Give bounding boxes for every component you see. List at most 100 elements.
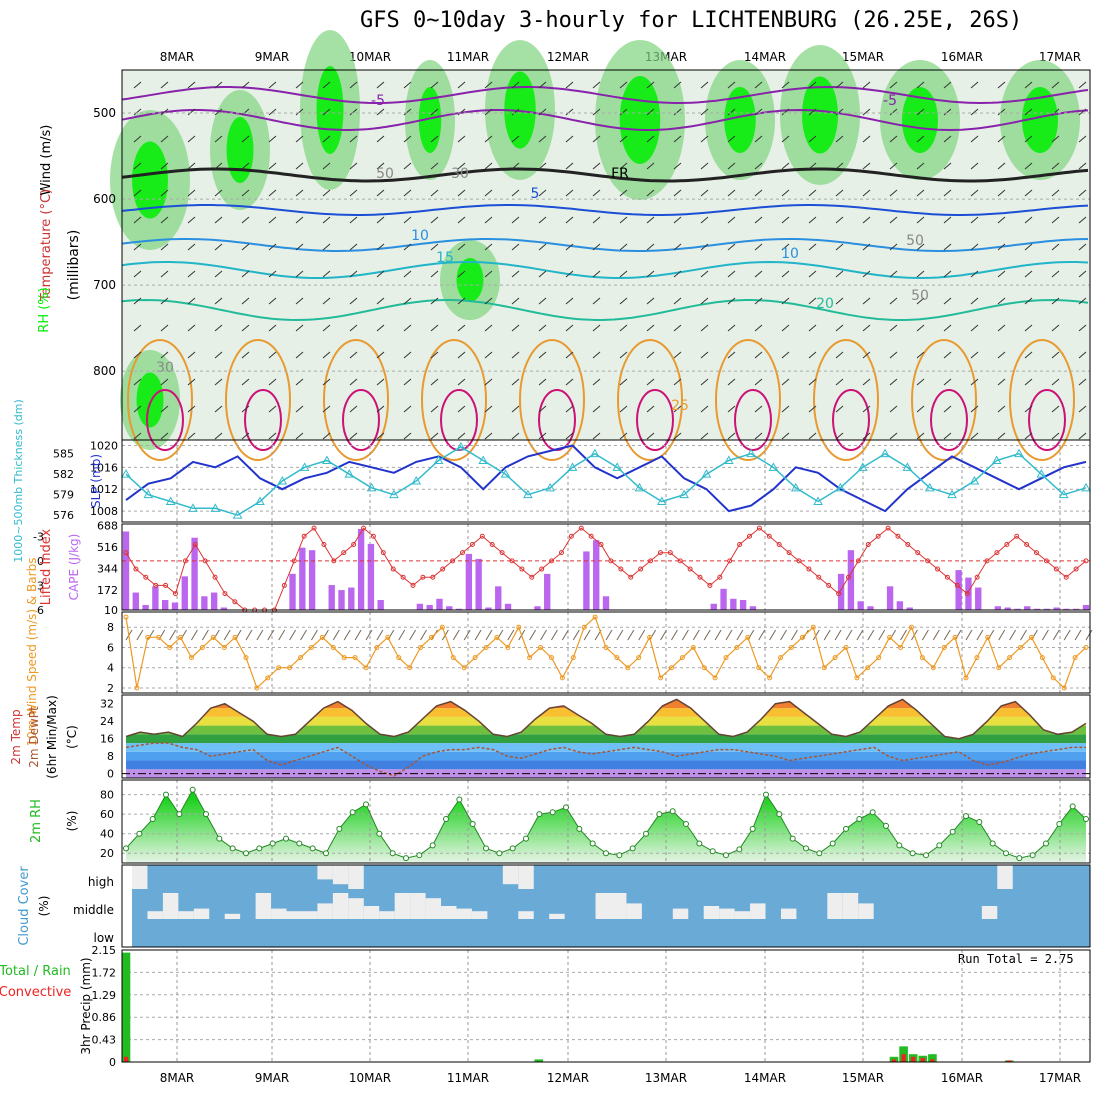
rh-point [216,835,223,842]
wind-barb [322,108,331,116]
contour-label-5: 10 [411,228,429,244]
thickness-point [790,482,801,492]
rh-point [136,830,143,837]
wind-barb [889,351,898,359]
wind-barb [241,162,250,170]
wind-barb [754,297,763,305]
wind-barb [781,189,790,197]
wind-barb [187,351,196,359]
wind-barb [484,270,493,278]
wind-barb [835,216,844,224]
wind-barb [511,81,520,89]
rh-point [923,852,929,859]
wind-barb [322,189,331,197]
rh-point [203,811,209,818]
wind-barb [214,297,223,305]
wind-point [341,655,347,661]
cloud-tick-high: high [88,875,114,889]
wind-point [287,665,293,671]
cape-bar [1073,608,1080,610]
wind-barb [970,216,979,224]
rh-point [349,809,356,816]
wind-barb [592,108,601,116]
rh-point [803,845,809,852]
thickness-point [991,455,1002,464]
rh-contour-core [456,258,484,302]
thickness-tick-579: 579 [53,489,74,502]
thickness-point [456,441,466,451]
isotherm-10 [121,238,1089,252]
lifted-point [648,558,654,564]
wind-barb [619,270,628,278]
top-date-label-8: 15MAR [842,50,884,64]
rh-point [443,816,449,823]
lifted-point [836,591,842,597]
rh-point [523,835,529,842]
contour-label-12: 30 [451,166,469,182]
wind-barb [268,162,277,170]
wind-barb [268,81,277,89]
rh-tick-80: 80 [100,789,114,802]
wind-barb [673,216,682,224]
wind-barb [970,351,979,359]
wind-point [254,685,260,691]
rh-point [189,786,196,793]
temp-axis-label-2: 2m DewPt [27,706,41,768]
temp-axis-label-3: (6hr Min/Max) [45,695,59,779]
wind-point [516,624,522,630]
wind-barb [808,378,817,386]
wind-barb [214,324,223,332]
surface-wind-barb [692,629,700,641]
wind-barb [322,378,331,386]
wind-barb [241,108,250,116]
rh-point [549,809,556,816]
wind-barb [808,216,817,224]
wind-barb [457,216,466,224]
wind-barb [592,324,601,332]
wind-barb [1024,189,1033,197]
surface-wind-barb [769,629,777,641]
thickness-point [500,469,511,478]
surface-wind-barb [823,629,831,641]
wind-barb [214,243,223,251]
wind-barb [943,324,952,332]
wind-barb [673,432,682,440]
wind-barb [727,162,736,170]
wind-barb [835,432,844,440]
precip-conv-bar [891,1059,897,1062]
wind-barb [403,108,412,116]
wind-barb [511,270,520,278]
rh-point [776,811,783,818]
surface-wind-barb [758,629,766,641]
lifted-point [499,550,505,556]
wind-barb [997,81,1006,89]
thickness-point [210,503,221,512]
wind-barb [403,432,412,440]
lifted-point [974,574,980,580]
lifted-point [479,533,485,539]
precip-frame [121,949,1091,1063]
isotherm-30-loop [244,389,282,451]
wind-barb [511,351,520,359]
wind-barb [673,162,682,170]
wind-barb [1078,189,1087,197]
wind-barb [754,351,763,359]
wind-point [123,614,129,620]
wind-barb [835,135,844,143]
temp-band [126,708,1086,717]
wind-barb [565,351,574,359]
surface-wind-barb [943,629,951,641]
wind-point [723,655,729,661]
rh-point [976,818,983,825]
wind-frame [121,611,1091,694]
wind-barb [619,216,628,224]
wind-barb [943,108,952,116]
wind-barb [403,216,412,224]
high-cloud-gap [348,865,364,889]
contour-label-13: 50 [911,288,929,304]
lifted-point [172,591,178,597]
isotherm-25-loop [813,339,879,461]
wind-barb [457,108,466,116]
cape-bar [867,606,874,610]
wind-barb [835,351,844,359]
